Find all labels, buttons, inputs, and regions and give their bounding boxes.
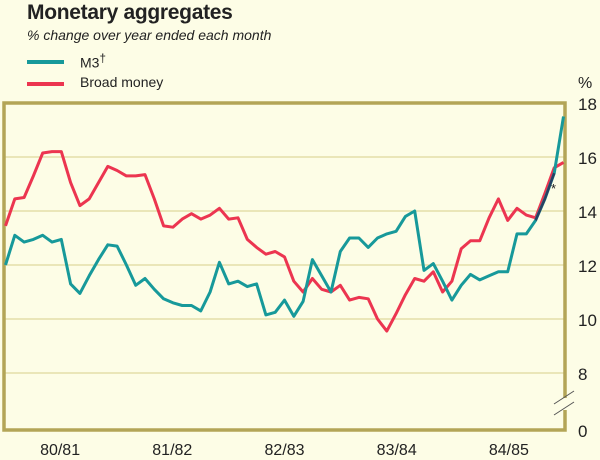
y-tick-label: 0 (578, 422, 587, 441)
axis-break-mark (553, 401, 575, 416)
y-tick-label: 14 (578, 203, 597, 222)
legend-label-m3: M3 (80, 54, 100, 71)
y-tick-label: 12 (578, 257, 597, 276)
y-tick-label: 16 (578, 149, 597, 168)
y-tick-label: 8 (578, 365, 587, 384)
x-tick-label: 81/82 (152, 442, 192, 459)
plot-frame (2, 101, 567, 432)
x-tick-label: 82/83 (264, 442, 304, 459)
axis-break-mark (553, 390, 575, 405)
series-line-m3 (4, 116, 565, 318)
legend-swatch-broad-money (27, 82, 64, 86)
series-line-broad-money (4, 150, 565, 333)
y-tick-label: 10 (578, 311, 597, 330)
legend-swatch-m3 (27, 60, 64, 64)
legend-label-broad-money: Broad money (80, 74, 164, 90)
chart-title: Monetary aggregates (27, 1, 233, 24)
y-tick-label: 18 (578, 95, 597, 114)
axis-break-gap (561, 398, 569, 410)
x-tick-label: 84/85 (489, 442, 529, 459)
annotation-asterisk: * (551, 181, 556, 196)
overlap-segment (534, 172, 556, 221)
chart-subtitle: % change over year ended each month (27, 27, 272, 43)
x-tick-label: 80/81 (40, 442, 80, 459)
legend-marker-dagger: † (99, 52, 106, 65)
x-tick-label: 83/84 (377, 442, 417, 459)
y-axis-unit: % (578, 75, 592, 92)
